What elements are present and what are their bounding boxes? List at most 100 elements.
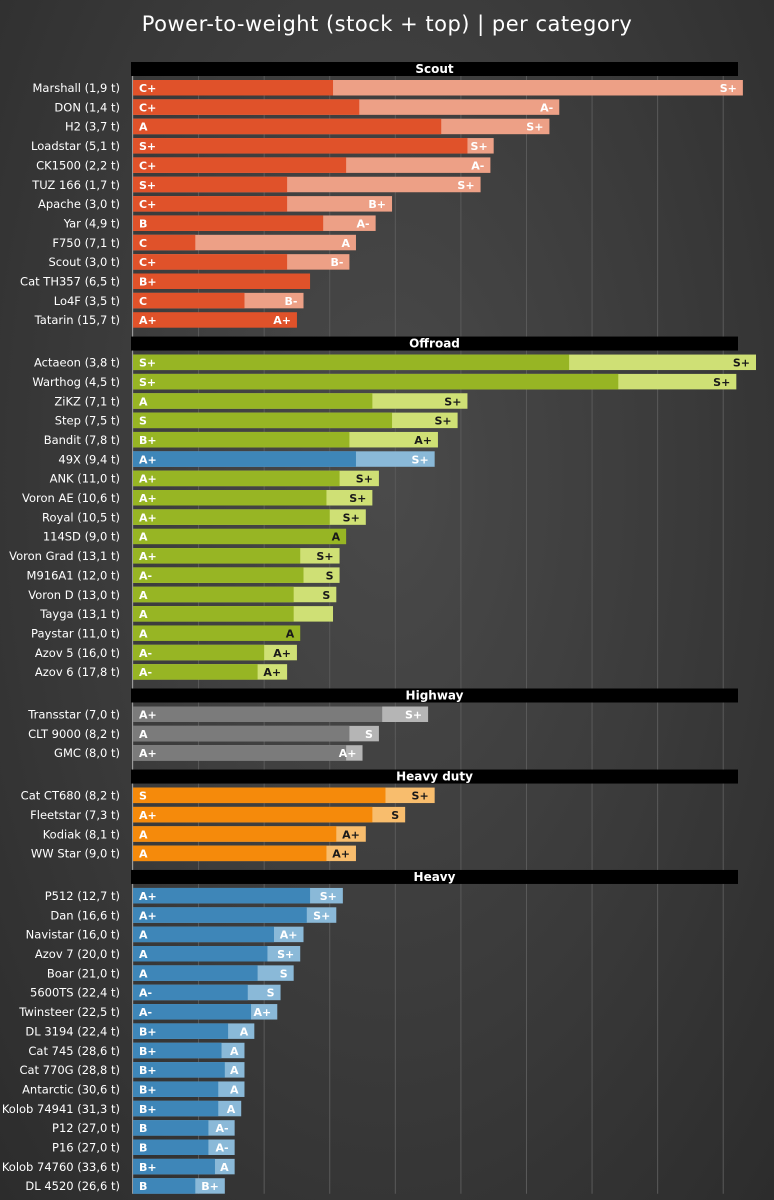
vehicle-label: 5600TS (22,4 t): [30, 986, 120, 1000]
top-grade-label: S+: [412, 790, 429, 803]
vehicle-row: Actaeon (3,8 t) S+ S+: [34, 354, 756, 371]
vehicle-row: TUZ 166 (1,7 t) S+ S+: [31, 176, 481, 193]
stock-bar: [133, 254, 288, 270]
stock-bar: [133, 373, 619, 390]
category-header: [131, 688, 738, 703]
stock-grade-label: B+: [139, 1025, 157, 1038]
stock-bar: [133, 1042, 222, 1059]
vehicle-row: Warthog (4,5 t) S+ S+: [32, 373, 737, 390]
vehicle-label: Step (7,5 t): [55, 414, 120, 428]
vehicle-label: Tatarin (15,7 t): [34, 313, 120, 327]
vehicle-row: ZiKZ (7,1 t) A S+: [54, 393, 468, 409]
vehicle-label: Cat 745 (28,6 t): [28, 1044, 120, 1058]
top-grade-label: S+: [526, 121, 543, 134]
vehicle-label: DL 4520 (26,6 t): [25, 1179, 120, 1193]
vehicle-label: P12 (27,0 t): [52, 1121, 120, 1135]
vehicle-label: Voron AE (10,6 t): [22, 491, 120, 505]
vehicle-row: Loadstar (5,1 t) S+ S+: [31, 138, 494, 154]
category-header: [131, 869, 738, 884]
vehicle-row: Transstar (7,0 t) A+ S+: [27, 706, 429, 722]
vehicle-row: Paystar (11,0 t) A A: [31, 625, 301, 641]
top-grade-label: A+: [332, 848, 350, 861]
top-grade-label: S+: [320, 890, 337, 903]
stock-grade-label: A: [139, 589, 148, 602]
top-grade-label: S: [326, 569, 334, 582]
top-grade-label: A-: [216, 1122, 229, 1135]
stock-grade-label: A+: [139, 473, 157, 486]
stock-bar: [133, 157, 347, 173]
stock-grade-label: C+: [139, 159, 156, 172]
vehicle-row: DL 4520 (26,6 t) B B+: [25, 1178, 225, 1194]
vehicle-row: Cat 745 (28,6 t) B+ A: [28, 1042, 245, 1059]
stock-grade-label: A+: [139, 511, 157, 524]
vehicle-label: CK1500 (2,2 t): [36, 158, 120, 172]
stock-grade-label: C+: [139, 101, 156, 114]
stock-grade-label: A+: [139, 314, 157, 327]
stock-bar: [133, 826, 337, 842]
stock-grade-label: A: [139, 967, 148, 980]
top-grade-label: S+: [316, 550, 333, 563]
top-grade-label: S: [267, 987, 275, 1000]
stock-bar: [133, 431, 350, 448]
stock-bar: [133, 725, 350, 742]
vehicle-row: Kodiak (8,1 t) A A+: [43, 826, 366, 842]
vehicle-row: Voron Grad (13,1 t) A+ S+: [9, 548, 340, 564]
category-highway: Highway Transstar (7,0 t) A+ S+ CLT 9000 (8,…: [27, 688, 738, 761]
stock-bar: [133, 312, 297, 328]
stock-grade-label: B+: [139, 1161, 157, 1174]
top-grade-label: B-: [330, 256, 343, 269]
top-grade-label: S+: [277, 948, 294, 961]
vehicle-label: Loadstar (5,1 t): [31, 139, 120, 153]
stock-grade-label: C: [139, 237, 147, 250]
top-grade-label: S+: [349, 492, 366, 505]
stock-grade-label: A+: [139, 890, 157, 903]
vehicle-label: DL 3194 (22,4 t): [25, 1024, 120, 1038]
vehicle-row: Voron D (13,0 t) A S: [28, 586, 337, 603]
stock-grade-label: A: [139, 728, 148, 741]
top-grade-label: S: [391, 809, 399, 822]
top-grade-label: A+: [273, 647, 291, 660]
stock-bar: [133, 946, 268, 962]
vehicle-label: Cat TH357 (6,5 t): [20, 275, 120, 289]
stock-grade-label: B: [139, 1142, 147, 1155]
vehicle-row: Tayga (13,1 t) A: [39, 606, 334, 622]
top-grade-label: B+: [201, 1180, 219, 1193]
stock-grade-label: A-: [139, 987, 152, 1000]
stock-bar: [133, 451, 356, 467]
stock-grade-label: B: [139, 1122, 147, 1135]
vehicle-label: M916A1 (12,0 t): [27, 568, 120, 582]
top-grade-label: S+: [457, 179, 474, 192]
vehicle-row: Yar (4,9 t) B A-: [63, 215, 376, 231]
vehicle-row: CK1500 (2,2 t) C+ A-: [36, 157, 491, 173]
stock-bar: [133, 470, 340, 487]
vehicle-row: ANK (11,0 t) A+ S+: [50, 470, 379, 487]
vehicle-label: Twinsteer (22,5 t): [18, 1005, 120, 1019]
vehicle-row: Azov 6 (17,8 t) A- A+: [35, 664, 288, 680]
vehicle-label: Kodiak (8,1 t): [43, 827, 120, 841]
stock-grade-label: C+: [139, 82, 156, 95]
vehicle-label: Kolob 74941 (31,3 t): [2, 1102, 120, 1116]
stock-grade-label: A+: [139, 709, 157, 722]
vehicle-row: Scout (3,0 t) C+ B-: [48, 254, 350, 270]
category-header: [131, 769, 738, 784]
stock-grade-label: S+: [139, 357, 156, 370]
stock-grade-label: A: [139, 531, 148, 544]
vehicle-row: Cat TH357 (6,5 t) B+: [20, 273, 311, 289]
vehicle-row: GMC (8,0 t) A+ A+: [54, 745, 363, 761]
stock-grade-label: B+: [139, 1064, 157, 1077]
top-grade-label: A+: [263, 666, 281, 679]
vehicle-label: Scout (3,0 t): [48, 255, 120, 269]
stock-grade-label: A-: [139, 1006, 152, 1019]
stock-grade-label: B+: [139, 1083, 157, 1096]
vehicle-row: 114SD (9,0 t) A A: [43, 528, 347, 545]
vehicle-label: Voron D (13,0 t): [28, 588, 120, 602]
vehicle-row: P512 (12,7 t) A+ S+: [45, 887, 343, 904]
vehicle-row: Cat CT680 (8,2 t) S S+: [21, 787, 435, 804]
vehicle-row: Step (7,5 t) S S+: [55, 412, 458, 429]
vehicle-row: F750 (7,1 t) C A: [52, 234, 356, 251]
vehicle-label: Yar (4,9 t): [63, 216, 120, 230]
category-header: [131, 62, 738, 76]
category-scout: Scout Marshall (1,9 t) C+ S+ DON (1,4 t) C+ A-…: [20, 62, 743, 328]
stock-bar: [133, 1004, 252, 1020]
